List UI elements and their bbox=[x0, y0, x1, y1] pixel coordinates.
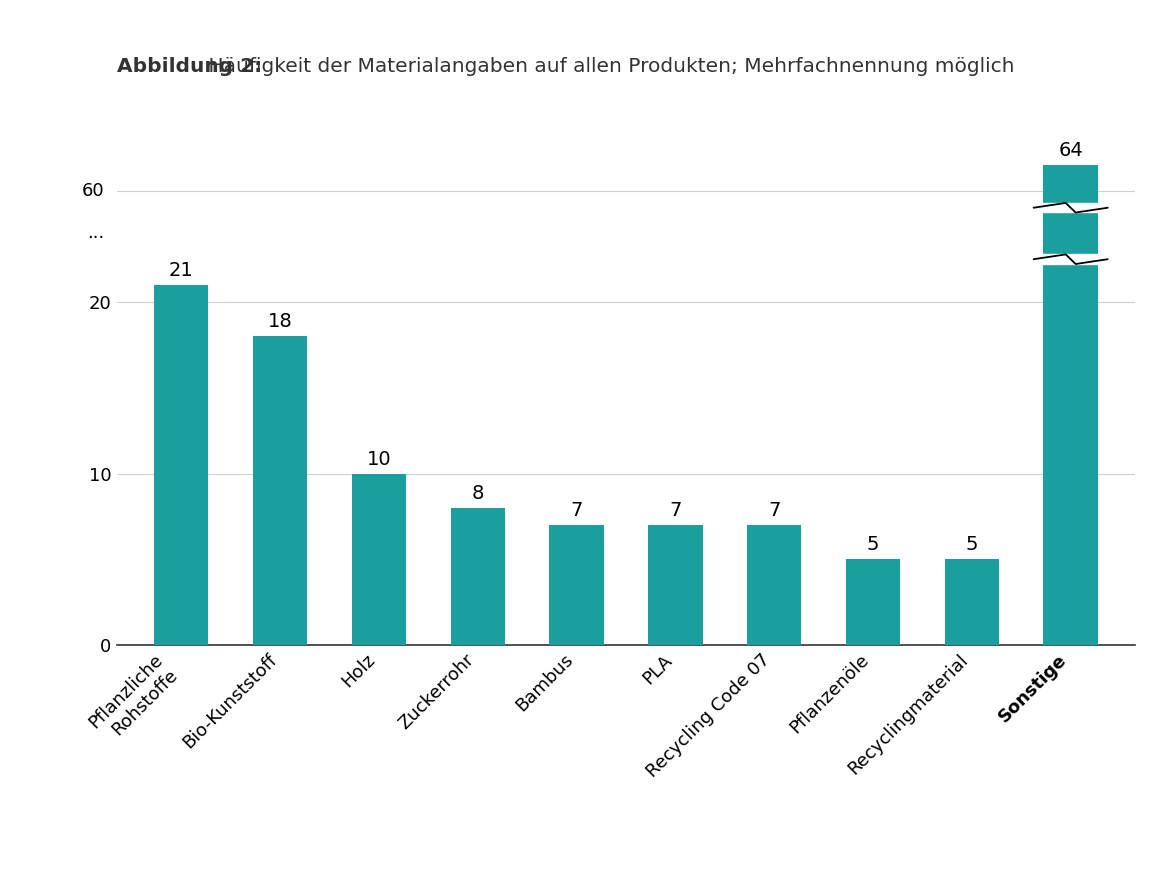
Bar bbox=[253, 337, 308, 645]
Bar bbox=[154, 285, 208, 645]
Bar bbox=[846, 560, 900, 645]
Text: 7: 7 bbox=[669, 501, 682, 520]
Bar bbox=[648, 525, 702, 645]
Text: 5: 5 bbox=[867, 535, 880, 555]
Text: 5: 5 bbox=[965, 535, 978, 555]
Text: 8: 8 bbox=[472, 484, 484, 503]
Bar bbox=[746, 525, 801, 645]
Text: Häufigkeit der Materialangaben auf allen Produkten; Mehrfachnennung möglich: Häufigkeit der Materialangaben auf allen… bbox=[202, 57, 1014, 76]
Text: ...: ... bbox=[87, 224, 104, 242]
Bar bbox=[1041, 255, 1100, 264]
Text: 7: 7 bbox=[768, 501, 780, 520]
Text: 7: 7 bbox=[570, 501, 583, 520]
Bar bbox=[550, 525, 604, 645]
Bar bbox=[1041, 203, 1100, 213]
Bar bbox=[352, 473, 406, 645]
Text: Abbildung 2:: Abbildung 2: bbox=[117, 57, 262, 76]
Text: 10: 10 bbox=[366, 450, 391, 468]
Bar bbox=[450, 508, 505, 645]
Text: 21: 21 bbox=[168, 261, 193, 280]
Bar bbox=[944, 560, 999, 645]
Text: 60: 60 bbox=[82, 181, 104, 200]
Bar bbox=[1044, 165, 1097, 645]
Text: 18: 18 bbox=[268, 312, 292, 331]
Text: 64: 64 bbox=[1059, 140, 1083, 160]
